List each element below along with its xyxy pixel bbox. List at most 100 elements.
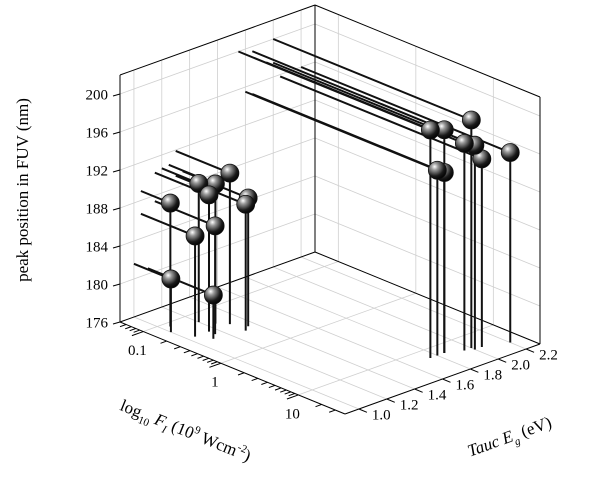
grid-line [314,213,541,307]
data-point [205,216,225,236]
x-tick-label: 1 [211,375,219,391]
y-axis-title-part: Tauc E [465,426,516,460]
projection-line [238,50,431,131]
x-minor-tick [191,353,198,357]
y-tick [442,378,451,383]
y-axis-title: Tauc Eg (eV) [465,413,555,464]
y-tick-label: 2.0 [511,357,530,373]
x-minor-tick [288,392,295,397]
grid-line [189,296,415,390]
projection-line [272,38,472,121]
y-tick-label: 1.0 [372,407,391,423]
grid-line [245,276,471,370]
data-point [420,120,440,140]
grid-line [273,266,499,360]
grid-layer [119,10,541,410]
data-point [220,163,240,183]
z-tick-label: 180 [86,277,109,293]
x-minor-tick [329,409,336,413]
x-minor-tick [284,391,291,395]
x-minor-tick [197,355,204,359]
z-tick-label: 184 [86,239,109,255]
z-axis-title: peak position in FUV (nm) [13,98,32,282]
x-axis-title-part: I [159,423,169,436]
grid-line [314,23,541,117]
x-axis-title: log10 FI (109 Wcm-2) [116,394,254,468]
grid-line [314,61,541,155]
data-point [160,193,180,213]
x-minor-tick [125,326,132,330]
y-tick [414,388,423,393]
y-tick-label: 2.2 [539,347,558,363]
z-tick-label: 196 [86,125,109,141]
y-tick [386,398,395,403]
y-tick [358,408,368,413]
x-tick [209,362,222,368]
x-tick [286,394,299,400]
axis-edge [314,4,541,98]
axis-edge [119,4,316,76]
data-point [454,134,474,153]
data-point [236,194,256,214]
x-minor-tick [173,346,181,350]
x-minor-tick [268,384,276,389]
grid-line [314,175,541,269]
y-tick [470,368,479,373]
y-axis-title-part: (eV) [514,413,554,443]
z-tick [112,169,121,173]
axis-edge [119,321,346,415]
data-point [203,285,223,305]
y-tick-label: 1.4 [428,387,447,403]
y-tick-label: 1.2 [400,397,419,413]
x-minor-tick [160,340,167,344]
data-layer [133,38,520,359]
grid-line [298,324,494,396]
projection-line [244,90,438,172]
data-point [500,143,520,162]
y-tick [525,348,535,353]
z-tick [112,131,121,135]
x-minor-tick [202,357,209,361]
data-point [461,110,481,130]
x-minor-tick [280,389,287,393]
x-minor-tick [129,327,136,332]
x-minor-tick [237,372,245,376]
z-tick [112,207,121,211]
grid-line [161,306,387,400]
z-tick-label: 188 [86,201,109,217]
x-minor-tick [315,403,322,408]
grid-line [300,256,527,350]
y-tick-label: 1.6 [456,377,475,393]
x-minor-tick [210,361,218,365]
x-axis-title-part: 9 [193,424,203,437]
x-axis-title-part: (10 [165,415,197,443]
data-point [185,226,205,246]
projection-line [251,50,445,131]
grid-line [217,286,443,380]
x-tick-label: 0.1 [128,343,147,359]
z-tick [112,321,121,325]
x-axis-title-part: Wcm [195,427,240,460]
x-axis-title-part: 10 [136,414,151,429]
x-minor-tick [119,324,127,328]
x-minor-tick [183,350,191,354]
y-tick-label: 1.8 [483,367,502,383]
projection-line [140,212,196,237]
x-minor-tick [207,359,214,363]
z-tick [112,245,121,249]
x-minor-tick [133,329,140,333]
x-axis-title-part: -2 [236,441,249,456]
x-tick-label: 10 [285,406,300,422]
projection-line [147,267,214,297]
z-tick-label: 200 [86,87,109,103]
projection-line [175,150,231,175]
data-point [161,269,181,289]
x-minor-tick [261,381,268,385]
z-tick-label: 192 [86,163,109,179]
grid-line [314,99,541,193]
z-tick [112,283,121,287]
grid-line [314,137,541,231]
axis-edge [314,251,541,345]
z-tick-label: 176 [86,315,109,331]
